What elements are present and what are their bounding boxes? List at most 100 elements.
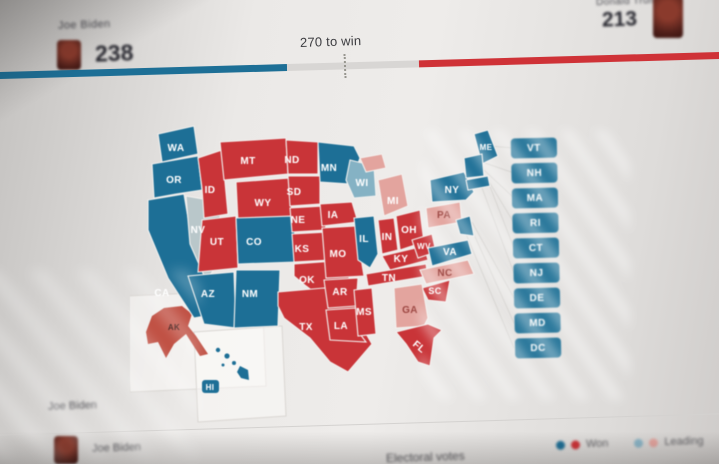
state-KY-label: KY [394, 254, 409, 265]
state-WA-label: WA [168, 143, 185, 154]
win-threshold-marker [343, 53, 347, 79]
state-WA[interactable] [157, 125, 199, 163]
state-KS-label: KS [295, 244, 310, 255]
state-OR[interactable] [151, 155, 203, 199]
state-ID-label: ID [205, 185, 216, 196]
left-candidate-votes: 238 [94, 39, 134, 67]
legend-won-label: Won [585, 437, 609, 451]
state-TN-label: TN [382, 273, 396, 284]
state-MO[interactable] [321, 225, 365, 279]
state-SC[interactable] [421, 279, 451, 303]
state-MA-RI-CT[interactable] [465, 175, 491, 191]
state-HI[interactable] [202, 347, 249, 393]
leader-line [471, 229, 515, 324]
state-MS-label: MS [356, 307, 372, 318]
legend-dem-won-dot [555, 440, 566, 450]
small-state-VT[interactable]: VT [510, 137, 558, 159]
state-NY-label: NY [445, 185, 460, 196]
small-state-RI[interactable]: RI [512, 212, 559, 234]
leader-line [471, 221, 515, 299]
legend-rep-won-dot [570, 439, 581, 450]
left-candidate-name: Joe Biden [57, 18, 111, 32]
state-MI-upper[interactable] [359, 153, 387, 173]
state-MI[interactable] [377, 173, 409, 217]
state-NJ-DE-MD[interactable] [455, 215, 475, 237]
state-NC[interactable] [419, 259, 475, 285]
leader-line [488, 183, 515, 249]
state-SD-label: SD [287, 187, 302, 198]
state-NC-label: NC [437, 268, 452, 279]
state-NY[interactable] [429, 171, 475, 203]
state-NM[interactable] [233, 269, 281, 329]
dem-progress-segment [0, 64, 287, 80]
small-state-CT[interactable]: CT [512, 237, 560, 259]
state-MS[interactable] [353, 287, 377, 337]
state-NV-label: NV [191, 225, 206, 236]
leader-line [487, 179, 515, 224]
state-CO-label: CO [246, 237, 262, 248]
state-HI-label: HI [206, 383, 215, 392]
state-UT[interactable] [197, 215, 239, 273]
state-ND-label: ND [284, 155, 299, 166]
hawaii-island [224, 353, 230, 359]
state-OH-label: OH [401, 225, 417, 236]
small-state-NJ[interactable]: NJ [513, 262, 560, 284]
target-270-label: 270 to win [299, 32, 362, 51]
leader-line [481, 161, 515, 174]
state-AZ-label: AZ [201, 289, 215, 300]
state-AK[interactable] [146, 306, 208, 358]
state-TX-label: TX [299, 322, 313, 333]
state-WY-label: WY [255, 198, 272, 209]
state-NM-label: NM [242, 289, 258, 300]
state-NE-label: NE [291, 215, 306, 226]
state-OK-label: OK [299, 275, 315, 286]
legend-dem-leading-dot [634, 438, 644, 448]
hawaii-island [232, 361, 236, 365]
legend-leading-label: Leading [664, 435, 704, 449]
small-state-NH[interactable]: NH [511, 162, 558, 184]
state-ID[interactable] [197, 149, 229, 219]
map-legend: Won Leading [555, 435, 704, 451]
state-HI-chip[interactable] [202, 380, 219, 393]
footer-section-title: Electoral votes [385, 448, 465, 464]
state-PA-label: PA [437, 210, 451, 221]
state-GA-label: GA [402, 305, 418, 316]
state-UT-label: UT [210, 237, 224, 248]
right-candidate-votes: 213 [601, 7, 638, 32]
small-states-column: VT NH MA RI CT NJ DE MD DC [510, 137, 562, 359]
small-state-MA[interactable]: MA [511, 187, 559, 209]
state-VT-NH[interactable] [463, 153, 485, 179]
small-state-DE[interactable]: DE [513, 287, 561, 309]
state-FL[interactable] [395, 323, 443, 367]
hawaii-island [237, 366, 249, 380]
state-OR-label: OR [166, 175, 182, 186]
state-IL-label: IL [359, 234, 369, 245]
us-electoral-map[interactable]: AK HI [130, 118, 570, 430]
legend-rep-leading-dot [649, 437, 659, 447]
state-VA-label: VA [443, 247, 457, 258]
state-LA-label: LA [334, 321, 348, 332]
state-VA[interactable] [427, 239, 473, 267]
state-IL[interactable] [353, 215, 379, 269]
state-SC-label: SC [428, 286, 441, 296]
state-AR-label: AR [332, 287, 348, 298]
state-MI-label: MI [387, 196, 399, 207]
state-IN[interactable] [377, 217, 399, 255]
state-IA-label: IA [328, 210, 339, 221]
undecided-progress-segment [286, 60, 419, 72]
state-MT-label: MT [240, 156, 255, 167]
state-IA[interactable] [319, 201, 359, 227]
state-MO-label: MO [330, 249, 347, 260]
state-ND[interactable] [285, 139, 319, 175]
small-state-DC[interactable]: DC [514, 337, 562, 359]
state-GA[interactable] [393, 283, 429, 329]
hawaii-island [215, 347, 221, 353]
leader-line [465, 233, 515, 349]
state-MN-label: MN [321, 163, 337, 174]
footer-list-title: Joe Biden [47, 399, 98, 413]
state-WV-label: WV [417, 242, 431, 251]
state-CO[interactable] [235, 215, 297, 265]
small-state-MD[interactable]: MD [514, 312, 561, 334]
rep-progress-segment [418, 51, 719, 68]
